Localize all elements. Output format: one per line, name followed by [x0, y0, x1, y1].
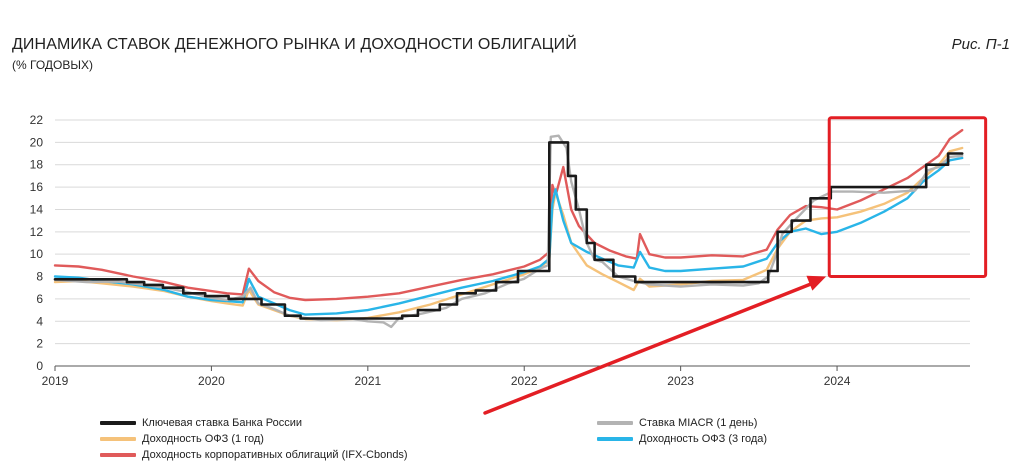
- y-tick-label-4: 4: [36, 314, 43, 328]
- x-tick-label-2019: 2019: [42, 374, 69, 388]
- x-tick-label-2023: 2023: [667, 374, 694, 388]
- y-tick-label-2: 2: [36, 337, 43, 351]
- y-tick-label-0: 0: [36, 359, 43, 373]
- chart-title: ДИНАМИКА СТАВОК ДЕНЕЖНОГО РЫНКА И ДОХОДН…: [12, 36, 577, 53]
- legend-ofz3: Доходность ОФЗ (3 года): [597, 433, 767, 445]
- highlight-box: [827, 116, 988, 279]
- y-tick-label-10: 10: [30, 247, 44, 261]
- legend-swatch-key-rate: [100, 421, 136, 425]
- annotation-arrow-shaft: [483, 281, 814, 415]
- series-line-key-rate: [53, 141, 964, 320]
- legend-label-key-rate: Ключевая ставка Банка России: [142, 417, 303, 429]
- y-tick-label-12: 12: [30, 225, 44, 239]
- legend-label-ofz3: Доходность ОФЗ (3 года): [639, 433, 768, 445]
- chart-subtitle: (% ГОДОВЫХ): [12, 58, 93, 72]
- legend-miacr: Ставка MIACR (1 день): [597, 417, 757, 429]
- x-tick-label-2024: 2024: [824, 374, 851, 388]
- figure-reference: Рис. П-1: [951, 36, 1010, 53]
- legend-swatch-ofz1: [100, 437, 136, 441]
- y-tick-label-14: 14: [30, 202, 44, 216]
- series-line-ofz3: [53, 156, 964, 316]
- legend-corp: Доходность корпоративных облигаций (IFX-…: [100, 449, 408, 461]
- x-tick-label-2020: 2020: [198, 374, 225, 388]
- y-tick-label-8: 8: [36, 270, 43, 284]
- y-tick-label-16: 16: [30, 180, 44, 194]
- y-tick-label-18: 18: [30, 158, 44, 172]
- series-line-corp: [53, 128, 964, 302]
- legend-key-rate: Ключевая ставка Банка России: [100, 417, 302, 429]
- y-tick-label-20: 20: [30, 135, 44, 149]
- annotation-arrow-head: [806, 275, 827, 291]
- legend-label-corp: Доходность корпоративных облигаций (IFX-…: [142, 449, 408, 461]
- legend-swatch-corp: [100, 453, 136, 457]
- legend-label-miacr: Ставка MIACR (1 день): [639, 417, 758, 429]
- x-tick-label-2022: 2022: [511, 374, 538, 388]
- legend-swatch-miacr: [597, 421, 633, 425]
- legend-ofz1: Доходность ОФЗ (1 год): [100, 433, 264, 445]
- legend-swatch-ofz3: [597, 437, 633, 441]
- x-tick-label-2021: 2021: [354, 374, 381, 388]
- legend-label-ofz1: Доходность ОФЗ (1 год): [142, 433, 264, 445]
- y-tick-label-6: 6: [36, 292, 43, 306]
- y-tick-label-22: 22: [30, 113, 44, 127]
